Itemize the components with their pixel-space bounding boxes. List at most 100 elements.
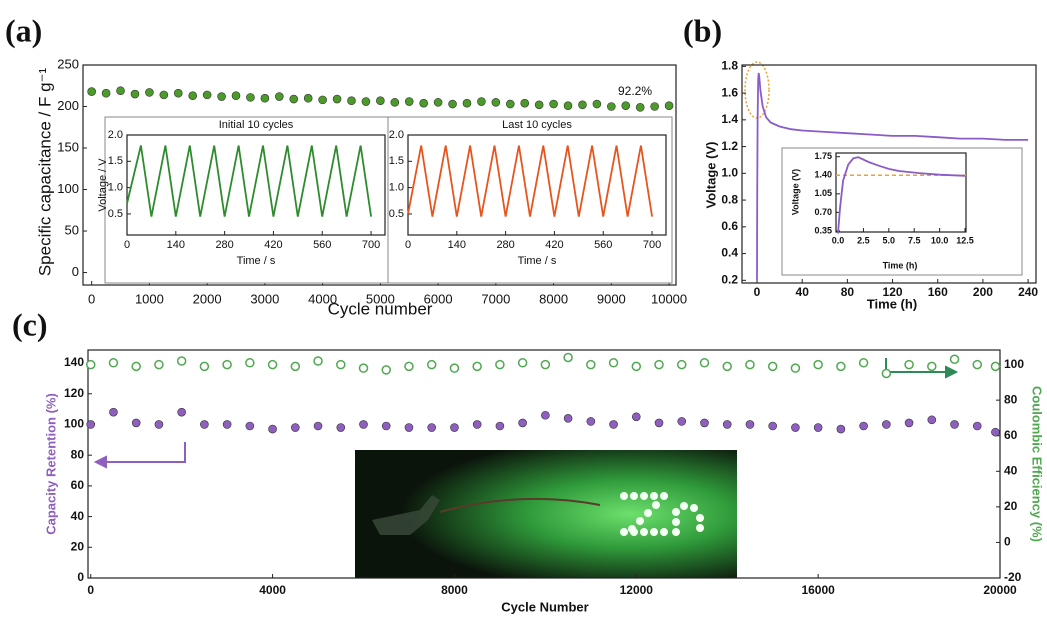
series-line: [126, 145, 372, 217]
point: [217, 92, 226, 101]
point: [419, 98, 428, 108]
y-tick-label: 0.35: [814, 225, 832, 235]
point: [858, 358, 869, 368]
x-tick-label: 140: [167, 239, 185, 251]
point: [972, 359, 983, 370]
y-tick-label: 1.5: [108, 155, 123, 167]
y-tick-label: 1.0: [108, 182, 123, 194]
y-tick-label: 1.6: [721, 85, 738, 99]
point: [677, 359, 687, 370]
point: [290, 361, 301, 372]
x-tick-label: 9000: [597, 291, 626, 306]
x-tick-label: 20000: [983, 583, 1017, 597]
x-tick-label: 560: [594, 239, 612, 251]
photo: [355, 450, 737, 578]
y-tick-label: 0.5: [389, 208, 404, 220]
point: [381, 365, 391, 375]
panel-label: (a): [5, 12, 42, 48]
point: [85, 359, 96, 370]
x-tick-label: 120: [883, 285, 903, 299]
point: [427, 423, 437, 432]
inset-title: Last 10 cycles: [502, 119, 572, 131]
point: [904, 418, 914, 428]
x-tick-label: 12000: [620, 583, 654, 597]
point: [268, 424, 277, 434]
point: [768, 421, 777, 431]
x-tick-label: 7.5: [908, 235, 921, 245]
point: [813, 359, 823, 370]
point: [790, 363, 801, 373]
y-tick-label: 20: [71, 539, 85, 553]
y-axis-label: Voltage (V): [703, 142, 718, 209]
point: [699, 358, 710, 368]
y2-tick-label: 40: [1004, 463, 1018, 477]
y-tick-label: 150: [57, 139, 79, 154]
point: [791, 423, 800, 432]
y2-tick-label: 100: [1004, 357, 1024, 371]
x-tick-label: 6000: [424, 291, 453, 306]
y-tick-label: 80: [71, 447, 85, 461]
y-tick-label: 60: [71, 478, 85, 492]
x-tick-label: 560: [313, 239, 331, 251]
x-tick-label: 7000: [481, 291, 510, 306]
x-tick-label: 700: [643, 239, 661, 251]
x-tick-label: 40: [796, 285, 810, 299]
y-tick-label: 0.5: [108, 208, 123, 220]
y2-tick-label: 60: [1004, 428, 1018, 442]
x-axis-label: Cycle Number: [501, 599, 588, 614]
point: [767, 361, 778, 372]
y-axis-label: Specific capacitance / F g⁻¹: [35, 67, 54, 276]
point: [586, 417, 596, 426]
y-tick-label: 0: [77, 570, 84, 584]
y2-axis-label: Coulombic Efficiency (%): [1030, 386, 1045, 542]
point: [154, 420, 164, 429]
point: [700, 418, 709, 428]
point: [949, 354, 960, 364]
point: [654, 418, 664, 428]
point: [650, 102, 659, 111]
point: [518, 418, 527, 428]
point: [131, 361, 141, 372]
plot-frame: [407, 134, 667, 236]
x-axis-label: Cycle number: [328, 299, 433, 318]
y-tick-label: 1.75: [814, 151, 832, 161]
point: [635, 103, 645, 112]
y-tick-label: 1.4: [721, 112, 738, 126]
point: [563, 414, 573, 423]
point: [159, 90, 169, 100]
x-tick-label: 420: [545, 239, 563, 251]
x-axis-label: Time / s: [518, 255, 557, 267]
y-axis-label: Voltage / V: [97, 158, 109, 212]
x-tick-label: 0: [754, 285, 761, 299]
plot-frame: [87, 349, 1001, 579]
point: [745, 359, 755, 370]
x-tick-label: 0.0: [832, 235, 845, 245]
point: [541, 410, 550, 420]
y-tick-label: 1.0: [389, 182, 404, 194]
inset-title: Initial 10 cycles: [219, 119, 294, 131]
point: [176, 356, 187, 366]
point: [433, 98, 443, 107]
point: [336, 359, 346, 370]
panel-label: (b): [683, 12, 722, 48]
x-tick-label: 10000: [651, 291, 687, 306]
point: [549, 99, 558, 109]
point: [145, 88, 154, 97]
y-tick-label: 100: [64, 417, 84, 431]
point: [520, 98, 530, 108]
y2-tick-label: 80: [1004, 392, 1018, 406]
x-tick-label: 5.0: [883, 235, 896, 245]
y-tick-label: 1.0: [721, 166, 738, 180]
point: [677, 417, 687, 426]
point: [200, 420, 209, 429]
y-tick-label: 1.5: [389, 155, 404, 167]
point: [578, 100, 587, 110]
point: [495, 359, 505, 370]
point: [563, 352, 573, 363]
point: [202, 90, 212, 100]
point: [654, 359, 664, 370]
y-tick-label: 0.70: [814, 207, 832, 217]
point: [592, 99, 602, 109]
point: [130, 89, 140, 99]
x-tick-label: 200: [973, 285, 993, 299]
